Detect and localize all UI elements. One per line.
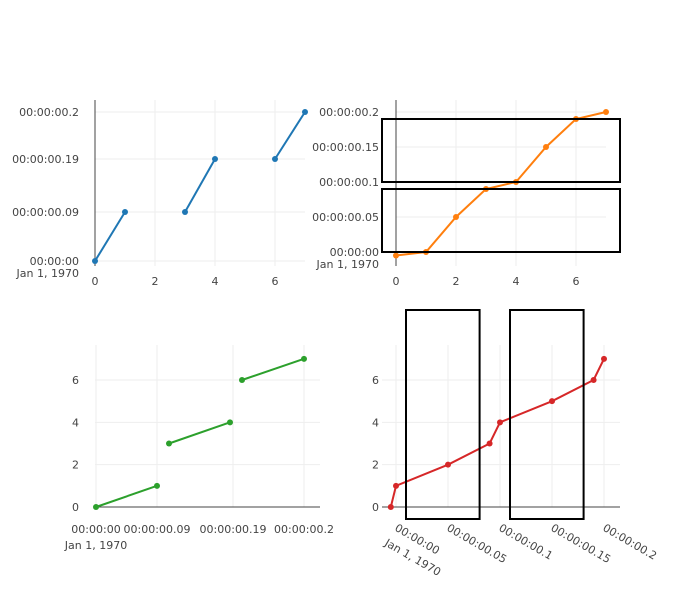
y-tick-sublabel: Jan 1, 1970 <box>316 258 379 271</box>
x-tick-label: 4 <box>513 275 520 288</box>
data-point <box>601 355 607 362</box>
data-point <box>93 504 99 510</box>
highlight-rect <box>381 118 621 183</box>
data-point <box>182 209 188 215</box>
y-tick-label: 00:00:00.15 <box>312 141 379 154</box>
subplot-top-right: 0 2 4 6 00:00:00 00:00:00.05 00:00:00.1 00:00:0… <box>312 100 621 288</box>
data-point <box>603 109 609 115</box>
x-tick-label: 0 <box>92 275 99 288</box>
data-point <box>393 482 399 489</box>
highlight-rect <box>509 309 585 520</box>
x-tick-sublabel: Jan 1, 1970 <box>64 539 127 552</box>
data-point <box>543 144 549 150</box>
x-tick-label: 00:00:00.09 <box>124 523 191 536</box>
data-point <box>272 156 278 162</box>
y-tick-label: 00:00:00.19 <box>12 153 79 166</box>
y-tick-label: 00:00:00.05 <box>312 211 379 224</box>
series-line <box>241 357 305 381</box>
y-tick-label: 00:00:00 <box>30 255 79 268</box>
data-point <box>590 377 597 383</box>
data-point <box>549 398 555 405</box>
data-point <box>239 377 245 383</box>
data-point <box>301 355 307 362</box>
x-tick-label: 00:00:00.19 <box>200 523 267 536</box>
y-tick-label: 2 <box>72 459 79 472</box>
data-point <box>445 461 451 468</box>
data-point <box>387 504 394 510</box>
y-tick-sublabel: Jan 1, 1970 <box>16 267 79 280</box>
data-point <box>453 214 459 220</box>
x-tick-label: 0 <box>393 275 400 288</box>
series-line <box>94 211 126 262</box>
y-tick-label: 6 <box>372 374 379 387</box>
data-point <box>122 209 128 215</box>
y-tick-label: 00:00:00.2 <box>19 106 79 119</box>
subplot-bottom-right: 00:00:00 00:00:00.0500:00:00.100:00:00.15… <box>372 309 659 579</box>
highlight-rect <box>381 188 621 253</box>
y-tick-label: 4 <box>72 416 79 429</box>
y-tick-label: 4 <box>372 416 379 429</box>
x-tick-label: 00:00:00 <box>71 523 120 536</box>
y-tick-label: 00:00:00 <box>330 246 379 259</box>
series-line <box>95 484 158 508</box>
y-tick-label: 2 <box>372 459 379 472</box>
x-tick-label: 6 <box>573 275 580 288</box>
subplot-bottom-left: 00:00:00 00:00:00.09 00:00:00.19 00:00:00.2… <box>64 345 334 552</box>
series-line <box>184 158 216 213</box>
x-tick-label: 2 <box>152 275 159 288</box>
subplot-top-left: 0 2 4 6 00:00:00 00:00:00.09 00:00:00.19 00:00:… <box>12 100 308 288</box>
data-point <box>92 258 98 264</box>
series-line <box>389 358 605 508</box>
series-line <box>274 111 306 160</box>
data-point <box>302 109 308 115</box>
y-tick-label: 00:00:00.09 <box>12 206 79 219</box>
data-point <box>497 419 503 426</box>
x-tick-label: 00:00:00.2 <box>274 523 334 536</box>
highlight-rect <box>405 309 481 520</box>
data-point <box>212 156 218 162</box>
series-line <box>395 111 607 257</box>
x-tick-label: 2 <box>453 275 460 288</box>
series-line <box>168 421 231 445</box>
x-tick-label: 6 <box>272 275 279 288</box>
x-tick-label: 4 <box>212 275 219 288</box>
data-point <box>227 419 233 426</box>
data-point <box>486 440 493 447</box>
y-tick-label: 6 <box>72 374 79 387</box>
y-tick-label: 00:00:00.1 <box>319 176 379 189</box>
y-tick-label: 0 <box>72 501 79 514</box>
data-point <box>154 482 160 489</box>
data-point <box>166 440 172 447</box>
data-point <box>393 252 399 259</box>
y-tick-label: 0 <box>372 501 379 514</box>
y-tick-label: 00:00:00.2 <box>319 106 379 119</box>
